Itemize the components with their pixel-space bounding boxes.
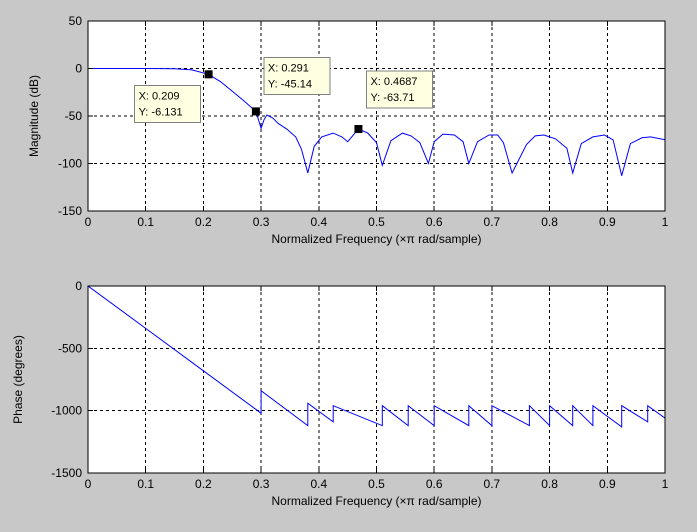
data-series-line: [88, 68, 665, 176]
datatip-x-text: X: 0.4687: [370, 76, 417, 88]
datatip-x-text: X: 0.209: [139, 90, 180, 102]
x-tick-label: 0.2: [195, 215, 212, 229]
x-tick-label: 0.9: [599, 477, 616, 491]
x-tick-label: 0.4: [310, 215, 327, 229]
datatip-y-text: Y: -6.131: [139, 106, 183, 118]
datatip-box[interactable]: [365, 70, 433, 109]
x-tick-label: 0.9: [599, 215, 616, 229]
x-axis-label: Normalized Frequency (×π rad/sample): [271, 232, 481, 246]
datatip-box[interactable]: [134, 84, 202, 123]
x-tick-label: 0.7: [484, 477, 501, 491]
datatip-box[interactable]: [263, 56, 331, 95]
y-tick-label: 50: [69, 14, 83, 28]
x-tick-label: 0.3: [253, 477, 270, 491]
y-axis-label: Magnitude (dB): [27, 75, 41, 157]
x-tick-label: 0.5: [368, 215, 385, 229]
data-series-line: [88, 286, 665, 428]
x-tick-label: 0.1: [137, 215, 154, 229]
x-tick-label: 0.2: [195, 477, 212, 491]
x-tick-label: 0.6: [426, 215, 443, 229]
y-tick-label: -500: [58, 341, 82, 355]
datatip-marker[interactable]: [251, 107, 260, 116]
x-tick-label: 0.3: [253, 215, 270, 229]
x-tick-label: 0.6: [426, 477, 443, 491]
datatip-x-text: X: 0.291: [268, 62, 309, 74]
x-axis-label: Normalized Frequency (×π rad/sample): [271, 494, 481, 508]
magnitude-plot: 0 0.1 0.2 0.3 0.4 0.5 0.6 0.7 0.8 0.9 1 -150 -100 -50…: [27, 14, 669, 246]
datatip-marker[interactable]: [204, 70, 213, 79]
y-tick-label: -1000: [51, 404, 82, 418]
x-tick-label: 0: [85, 215, 92, 229]
x-tick-label: 0.1: [137, 477, 154, 491]
datatip-y-text: Y: -45.14: [268, 78, 312, 90]
datatip-y-text: Y: -63.71: [370, 92, 414, 104]
x-tick-label: 0.8: [541, 215, 558, 229]
x-tick-label: 0: [85, 477, 92, 491]
x-tick-label: 0.8: [541, 477, 558, 491]
y-tick-label: -50: [65, 109, 83, 123]
x-tick-label: 1: [662, 477, 669, 491]
datatip-marker[interactable]: [354, 125, 363, 134]
x-tick-label: 0.4: [310, 477, 327, 491]
y-axis-label: Phase (degrees): [11, 335, 25, 424]
y-tick-label: 0: [75, 279, 82, 293]
x-tick-label: 1: [662, 215, 669, 229]
phase-plot: 0 0.1 0.2 0.3 0.4 0.5 0.6 0.7 0.8 0.9 1 -1500 -1000 -…: [11, 279, 669, 508]
y-tick-label: 0: [75, 62, 82, 76]
x-tick-label: 0.5: [368, 477, 385, 491]
x-tick-label: 0.7: [484, 215, 501, 229]
y-tick-label: -150: [58, 204, 82, 218]
y-tick-label: -100: [58, 157, 82, 171]
y-tick-label: -1500: [51, 466, 82, 480]
